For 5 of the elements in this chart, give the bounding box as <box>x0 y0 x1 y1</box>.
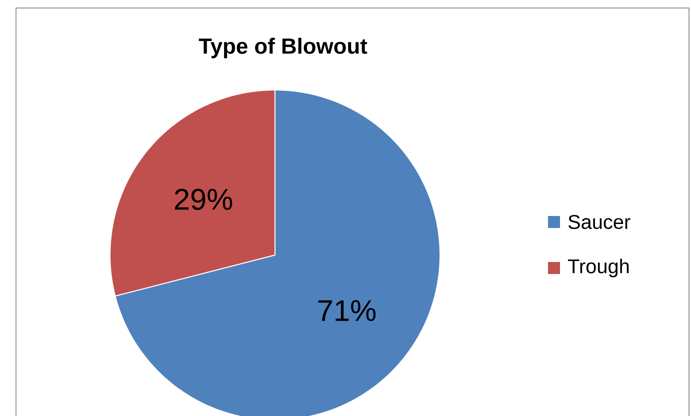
data-label: 71% <box>318 300 376 322</box>
legend-label: Saucer <box>568 214 630 230</box>
data-label: 29% <box>174 188 232 210</box>
chart-title: Type of Blowout <box>198 38 368 58</box>
legend-label: Trough <box>568 258 629 278</box>
